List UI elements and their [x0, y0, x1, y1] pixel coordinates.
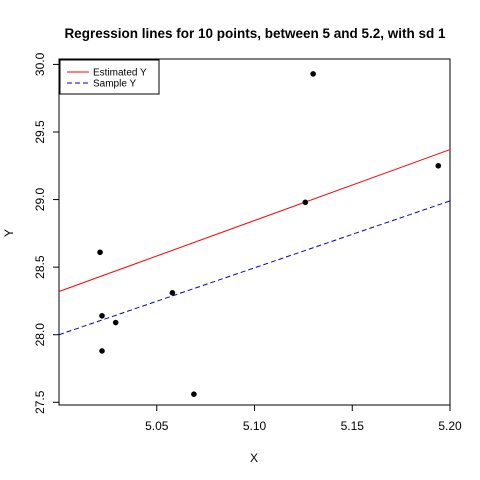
x-tick-label: 5.15	[341, 419, 365, 433]
x-axis-label: X	[250, 451, 258, 465]
data-point	[99, 348, 105, 354]
data-point	[169, 290, 176, 296]
y-tick-label: 28.5	[33, 255, 47, 279]
legend-label: Sample Y	[93, 79, 137, 90]
series-line-estimated-y	[58, 149, 451, 292]
y-axis-label: Y	[2, 229, 16, 237]
data-point	[112, 319, 119, 326]
legend-box	[59, 59, 160, 95]
x-tick-label: 5.05	[145, 419, 169, 433]
series-line-sample-y	[58, 200, 451, 336]
data-point	[302, 199, 309, 206]
y-tick-label: 29.0	[33, 188, 47, 212]
data-point	[435, 162, 442, 169]
data-point	[191, 391, 197, 397]
plot-frame	[58, 58, 451, 406]
data-point	[99, 312, 105, 319]
chart-title: Regression lines for 10 points, between …	[64, 26, 446, 41]
y-tick-label: 30.0	[33, 52, 47, 76]
y-tick-label: 29.5	[33, 120, 47, 144]
x-tick-label: 5.10	[243, 419, 267, 433]
legend-label: Estimated Y	[93, 68, 147, 79]
x-tick-label: 5.20	[438, 419, 462, 433]
data-point	[310, 71, 316, 77]
data-point	[97, 249, 103, 256]
y-tick-label: 28.0	[33, 323, 47, 347]
y-tick-label: 27.5	[33, 390, 47, 414]
